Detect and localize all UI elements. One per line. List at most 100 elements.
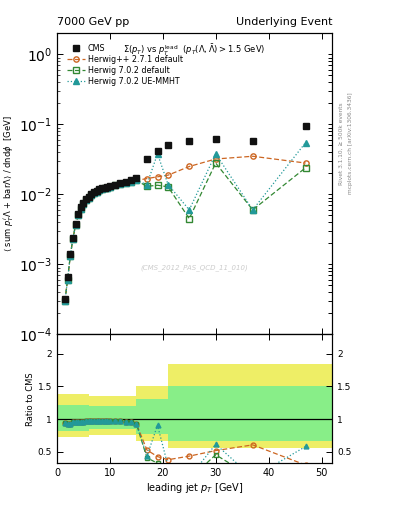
Herwig 7.0.2 default: [73, 222, 78, 228]
Herwig 7.0.2 default: [166, 184, 171, 190]
Herwig 7.0.2 UE-MMHT: [145, 181, 149, 187]
Herwig 7.0.2 UE-MMHT: [155, 151, 160, 157]
Herwig 7.0.2 default: [145, 183, 149, 189]
Line: CMS: CMS: [62, 123, 308, 302]
CMS: [166, 142, 171, 148]
CMS: [113, 181, 118, 187]
Herwig 7.0.2 UE-MMHT: [73, 222, 78, 228]
Herwig++ 2.7.1 default: [123, 180, 128, 186]
Herwig 7.0.2 UE-MMHT: [108, 184, 112, 190]
Herwig++ 2.7.1 default: [118, 181, 123, 187]
Y-axis label: Ratio to CMS: Ratio to CMS: [26, 372, 35, 425]
Herwig 7.0.2 UE-MMHT: [187, 207, 192, 213]
Herwig 7.0.2 default: [108, 184, 112, 190]
Herwig 7.0.2 UE-MMHT: [65, 277, 70, 283]
Line: Herwig 7.0.2 default: Herwig 7.0.2 default: [62, 160, 308, 304]
Herwig 7.0.2 default: [94, 188, 99, 195]
Herwig 7.0.2 UE-MMHT: [102, 185, 107, 191]
Herwig++ 2.7.1 default: [86, 195, 91, 201]
Herwig 7.0.2 UE-MMHT: [89, 192, 94, 198]
Herwig++ 2.7.1 default: [70, 236, 75, 242]
Herwig 7.0.2 UE-MMHT: [62, 298, 67, 304]
CMS: [108, 183, 112, 189]
Herwig 7.0.2 UE-MMHT: [213, 151, 218, 157]
Text: $\Sigma(p_T)$ vs $p_T^{\rm lead}$  ($p_T(\Lambda,\bar{\Lambda}) > 1.5$ GeV): $\Sigma(p_T)$ vs $p_T^{\rm lead}$ ($p_T(…: [123, 42, 266, 58]
Herwig++ 2.7.1 default: [79, 206, 83, 212]
Text: (CMS_2012_PAS_QCD_11_010): (CMS_2012_PAS_QCD_11_010): [141, 265, 248, 271]
CMS: [155, 147, 160, 154]
CMS: [129, 177, 133, 183]
X-axis label: leading jet $p_T$ [GeV]: leading jet $p_T$ [GeV]: [146, 481, 243, 495]
Herwig++ 2.7.1 default: [187, 163, 192, 169]
Herwig 7.0.2 default: [134, 177, 139, 183]
CMS: [97, 186, 102, 193]
Herwig 7.0.2 UE-MMHT: [79, 206, 83, 212]
Herwig 7.0.2 default: [81, 201, 86, 207]
Legend: CMS, Herwig++ 2.7.1 default, Herwig 7.0.2 default, Herwig 7.0.2 UE-MMHT: CMS, Herwig++ 2.7.1 default, Herwig 7.0.…: [64, 40, 186, 89]
Herwig++ 2.7.1 default: [62, 298, 67, 304]
Herwig 7.0.2 default: [86, 195, 91, 201]
CMS: [92, 189, 96, 195]
Herwig 7.0.2 UE-MMHT: [68, 253, 73, 260]
Herwig 7.0.2 default: [70, 236, 75, 242]
Herwig 7.0.2 default: [155, 182, 160, 188]
Herwig 7.0.2 default: [65, 277, 70, 283]
Herwig 7.0.2 default: [105, 184, 110, 190]
Herwig 7.0.2 UE-MMHT: [118, 181, 123, 187]
Herwig++ 2.7.1 default: [108, 184, 112, 190]
CMS: [105, 184, 110, 190]
Herwig 7.0.2 default: [68, 253, 73, 260]
Herwig 7.0.2 UE-MMHT: [303, 139, 308, 145]
Herwig 7.0.2 UE-MMHT: [113, 182, 118, 188]
CMS: [303, 123, 308, 129]
Herwig 7.0.2 UE-MMHT: [123, 180, 128, 186]
Herwig++ 2.7.1 default: [97, 187, 102, 194]
Herwig++ 2.7.1 default: [89, 192, 94, 198]
CMS: [81, 200, 86, 206]
Herwig 7.0.2 default: [84, 197, 88, 203]
Herwig 7.0.2 UE-MMHT: [105, 184, 110, 190]
Herwig++ 2.7.1 default: [105, 184, 110, 190]
Herwig 7.0.2 UE-MMHT: [70, 236, 75, 242]
CMS: [187, 138, 192, 144]
Herwig 7.0.2 default: [250, 207, 255, 213]
Herwig++ 2.7.1 default: [92, 190, 96, 196]
Herwig++ 2.7.1 default: [65, 277, 70, 283]
Y-axis label: $\langle$ sum $p_T^i\Lambda$ + bar$\Lambda\rangle$ / dnd$\phi$  [GeV]: $\langle$ sum $p_T^i\Lambda$ + bar$\Lamb…: [1, 116, 16, 252]
Herwig 7.0.2 UE-MMHT: [94, 188, 99, 195]
Herwig 7.0.2 default: [187, 216, 192, 222]
CMS: [62, 296, 67, 302]
Herwig++ 2.7.1 default: [76, 212, 81, 219]
Herwig 7.0.2 UE-MMHT: [76, 212, 81, 219]
CMS: [250, 138, 255, 144]
Herwig++ 2.7.1 default: [99, 186, 104, 193]
CMS: [70, 234, 75, 241]
Herwig++ 2.7.1 default: [129, 179, 133, 185]
Herwig++ 2.7.1 default: [102, 185, 107, 191]
Herwig 7.0.2 UE-MMHT: [86, 195, 91, 201]
CMS: [145, 156, 149, 162]
CMS: [134, 175, 139, 181]
Herwig 7.0.2 default: [62, 298, 67, 304]
Herwig 7.0.2 default: [123, 180, 128, 186]
Herwig++ 2.7.1 default: [155, 174, 160, 180]
CMS: [89, 191, 94, 198]
Herwig++ 2.7.1 default: [68, 253, 73, 260]
CMS: [84, 196, 88, 202]
CMS: [65, 274, 70, 281]
Text: Underlying Event: Underlying Event: [235, 17, 332, 27]
CMS: [68, 251, 73, 257]
Herwig 7.0.2 UE-MMHT: [97, 187, 102, 194]
Herwig 7.0.2 UE-MMHT: [250, 207, 255, 213]
CMS: [123, 179, 128, 185]
Text: Rivet 3.1.10, ≥ 500k events: Rivet 3.1.10, ≥ 500k events: [339, 102, 344, 185]
Herwig 7.0.2 default: [102, 185, 107, 191]
Herwig++ 2.7.1 default: [145, 176, 149, 182]
Herwig++ 2.7.1 default: [250, 153, 255, 159]
Herwig++ 2.7.1 default: [81, 201, 86, 207]
Herwig++ 2.7.1 default: [213, 156, 218, 162]
Line: Herwig 7.0.2 UE-MMHT: Herwig 7.0.2 UE-MMHT: [62, 140, 308, 304]
CMS: [79, 204, 83, 210]
Herwig 7.0.2 default: [92, 190, 96, 196]
Herwig++ 2.7.1 default: [166, 172, 171, 178]
